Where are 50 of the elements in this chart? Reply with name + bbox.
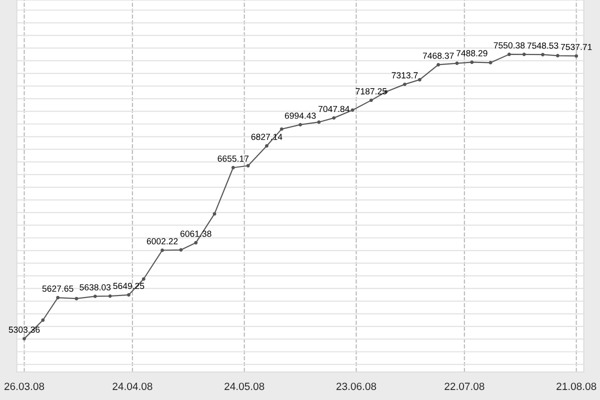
- point: [455, 62, 459, 65]
- data-label: 7468.37: [422, 52, 454, 59]
- point: [556, 54, 560, 58]
- x-tick-label: 21.08.08: [556, 382, 596, 390]
- point: [369, 98, 373, 102]
- point: [470, 60, 474, 64]
- point: [264, 144, 268, 148]
- point: [160, 248, 164, 252]
- point: [488, 60, 492, 64]
- point: [126, 293, 130, 297]
- point: [350, 108, 354, 112]
- point: [522, 52, 526, 56]
- data-label: 7488.29: [456, 50, 488, 56]
- point: [179, 248, 183, 252]
- data-label: 6002.22: [146, 238, 178, 244]
- point: [436, 63, 440, 66]
- point: [142, 277, 146, 281]
- x-tick-label: 24.05.08: [224, 382, 264, 390]
- point: [574, 54, 578, 58]
- point: [74, 296, 78, 300]
- point: [418, 78, 422, 82]
- data-label: 7313.7: [392, 72, 418, 78]
- data-label: 6655.17: [218, 156, 249, 162]
- x-tick-label: 22.07.08: [444, 382, 484, 390]
- point: [507, 52, 511, 56]
- data-label: 7537.71: [560, 44, 592, 50]
- point: [332, 116, 336, 120]
- point: [298, 122, 302, 126]
- point: [194, 241, 198, 244]
- data-label: 7550.38: [494, 42, 525, 48]
- data-label: 5627.65: [42, 286, 74, 292]
- data-label: 6994.43: [284, 112, 316, 119]
- x-tick-label: 26.03.08: [4, 382, 44, 390]
- point: [22, 336, 26, 340]
- x-tick-label: 23.06.08: [336, 382, 376, 390]
- point: [108, 294, 112, 298]
- point: [280, 127, 284, 131]
- data-label: 7548.53: [527, 42, 558, 49]
- x-tick-label: 24.04.08: [112, 382, 152, 390]
- point: [93, 294, 97, 298]
- point: [541, 52, 545, 56]
- point: [317, 120, 321, 124]
- point: [403, 82, 406, 86]
- data-label: 5638.03: [80, 284, 111, 290]
- point: [231, 166, 235, 170]
- point: [41, 318, 45, 322]
- point: [56, 296, 60, 300]
- data-label: 7047.84: [318, 106, 350, 112]
- point: [212, 212, 216, 216]
- point: [246, 164, 250, 168]
